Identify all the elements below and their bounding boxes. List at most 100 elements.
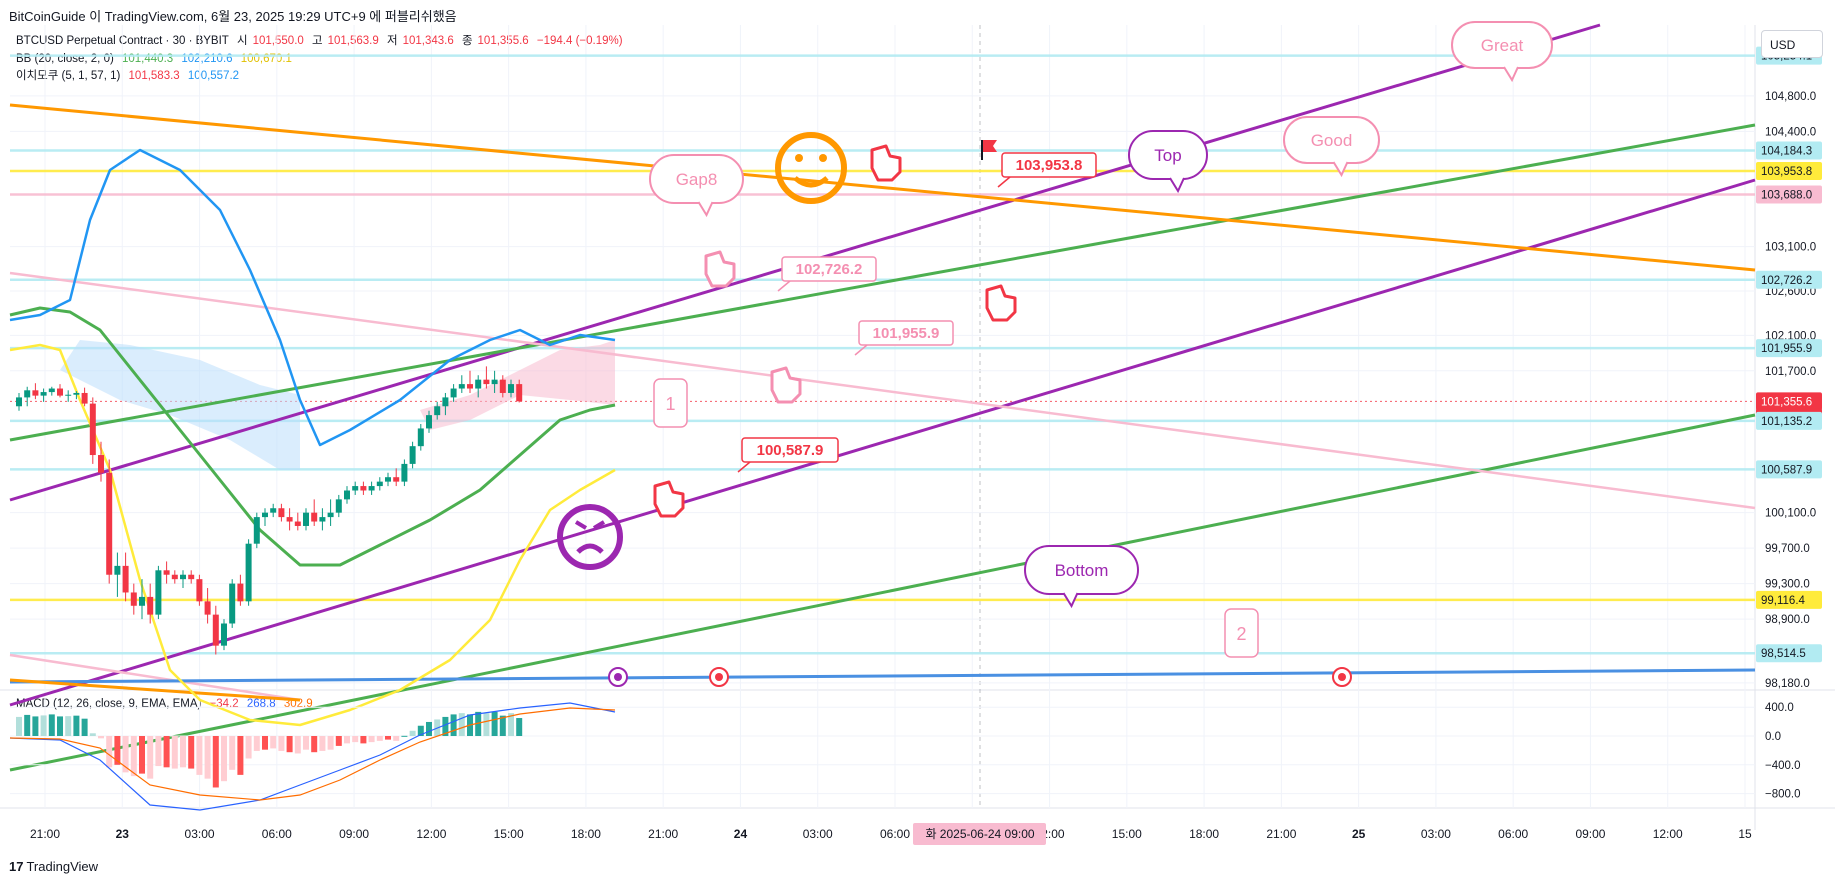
y-tick-label: 98,180.0 bbox=[1765, 678, 1810, 690]
macd-hist-bar bbox=[24, 714, 31, 736]
price-label: 98,514.5 bbox=[1761, 648, 1806, 660]
high-value: 101,563.9 bbox=[327, 35, 379, 47]
candle-body bbox=[65, 394, 72, 396]
callout-great-text: Great bbox=[1481, 36, 1524, 55]
price-label-box bbox=[1756, 460, 1822, 479]
macd-hist-bar bbox=[188, 736, 195, 769]
price-label: 101,135.2 bbox=[1761, 416, 1812, 428]
hand-pointer-icon bbox=[985, 284, 1017, 322]
candle-body bbox=[155, 570, 162, 615]
price-label-box bbox=[1756, 590, 1822, 609]
y-tick-label: 103,100.0 bbox=[1765, 242, 1816, 254]
candle-body bbox=[89, 403, 96, 456]
y-tick-label: 100,100.0 bbox=[1765, 508, 1816, 520]
ichimoku-label[interactable]: 이치모쿠 (5, 1, 57, 1) bbox=[16, 70, 121, 82]
flag-icon bbox=[983, 140, 997, 152]
candle-body bbox=[508, 384, 514, 393]
candle-body bbox=[491, 379, 498, 385]
macd-hist-bar bbox=[368, 736, 375, 743]
candle-body bbox=[327, 512, 334, 518]
candle-body bbox=[286, 517, 293, 522]
hand-pointer-icon bbox=[653, 480, 685, 518]
candle-body bbox=[426, 415, 432, 429]
macd-hist-bar bbox=[180, 736, 186, 768]
macd-hist-bar bbox=[508, 713, 514, 736]
pink-trend bbox=[9, 271, 1756, 510]
candle-body bbox=[163, 570, 170, 575]
orange-trend-low bbox=[9, 678, 301, 702]
macd-hist-bar bbox=[171, 736, 178, 769]
x-tick-label: 21:00 bbox=[1266, 827, 1296, 841]
candle-body bbox=[40, 392, 47, 396]
macd-hist-bar bbox=[311, 736, 318, 753]
macd-hist-bar bbox=[393, 736, 400, 741]
macd-hist-bar bbox=[237, 736, 244, 775]
tradingview-logo: 17 bbox=[9, 859, 24, 874]
candle-body bbox=[114, 565, 121, 575]
horizontal-levels bbox=[10, 54, 1755, 655]
x-tick-label: 25 bbox=[1352, 827, 1366, 841]
smiley-mouth bbox=[793, 176, 829, 188]
callout-bottom-tail bbox=[1062, 592, 1079, 609]
macd-hist-bar bbox=[426, 721, 432, 736]
y-tick-label: 99,700.0 bbox=[1765, 543, 1810, 555]
axes: 21:00 23 03:00 06:00 09:00 12:00 15:00 18:00 21:… bbox=[30, 46, 1822, 845]
smiley-eye bbox=[795, 154, 803, 162]
macd-hist-bar bbox=[48, 714, 55, 736]
price-label-box bbox=[1756, 141, 1822, 160]
macd-hist-bar bbox=[139, 736, 145, 774]
candle-body bbox=[278, 508, 285, 518]
macd-hist-bar bbox=[98, 736, 104, 739]
macd-hist-bar bbox=[442, 716, 449, 736]
macd-tick-label: 400.0 bbox=[1765, 702, 1794, 714]
candle-body bbox=[483, 379, 490, 385]
callout-bottom-box bbox=[1024, 545, 1139, 595]
macd-hist-bar bbox=[65, 716, 72, 736]
legend-row-symbol: BTCUSD Perpetual Contract · 30 · BYBIT 시… bbox=[16, 33, 628, 51]
macd-hist-bar bbox=[16, 716, 22, 736]
price-tag-102726-box bbox=[781, 256, 877, 282]
trend-lines bbox=[9, 23, 1756, 772]
candle-body bbox=[303, 512, 309, 526]
y-tick-label: 101,700.0 bbox=[1765, 366, 1816, 378]
price-tag-100587-text: 100,587.9 bbox=[757, 442, 824, 459]
candle-body bbox=[221, 623, 227, 646]
event-marker-dot bbox=[715, 673, 723, 681]
macd-hist-bar bbox=[245, 736, 252, 759]
price-label: 100,587.9 bbox=[1761, 464, 1812, 476]
currency-button[interactable]: USD bbox=[1761, 30, 1823, 58]
macd-hist-bar bbox=[106, 736, 113, 768]
purple-channel-lower bbox=[9, 178, 1756, 707]
price-tag-103953-pointer bbox=[997, 176, 1011, 188]
candle-body bbox=[122, 565, 129, 593]
candle-body bbox=[499, 379, 506, 393]
y-tick-label: 102,600.0 bbox=[1765, 286, 1816, 298]
x-tick-label: 15 bbox=[1738, 827, 1752, 841]
price-tag-101955-box bbox=[858, 320, 954, 346]
macd-hist-bar bbox=[270, 736, 277, 749]
price-label: 101,355.6 bbox=[1761, 396, 1812, 408]
ichimoku-b-value: 100,557.2 bbox=[187, 70, 240, 82]
macd-hist-bar bbox=[327, 736, 334, 750]
frowny-mouth bbox=[576, 543, 604, 554]
callout-great-tail bbox=[1503, 66, 1519, 83]
pink-trend-low bbox=[9, 653, 301, 702]
candle-body bbox=[442, 397, 449, 407]
candle-body bbox=[294, 521, 301, 526]
y-tick-label: 99,300.0 bbox=[1765, 579, 1810, 591]
candle-body bbox=[467, 384, 473, 389]
macd-tick-label: 0.0 bbox=[1765, 731, 1781, 743]
x-tick-label: 18:00 bbox=[571, 827, 601, 841]
macd-hist-bar bbox=[114, 736, 121, 765]
candle-body bbox=[458, 384, 465, 389]
y-tick-label: 104,800.0 bbox=[1765, 91, 1816, 103]
open-value: 101,550.0 bbox=[252, 35, 304, 47]
callout-top-tail bbox=[1169, 177, 1185, 194]
high-label: 고 bbox=[312, 35, 323, 47]
macd-hist-bar bbox=[417, 725, 424, 736]
callout-bottom-text: Bottom bbox=[1055, 561, 1109, 580]
box-1-text: 1 bbox=[665, 394, 675, 414]
callout-top-text: Top bbox=[1154, 146, 1181, 165]
candle-body bbox=[81, 392, 88, 404]
